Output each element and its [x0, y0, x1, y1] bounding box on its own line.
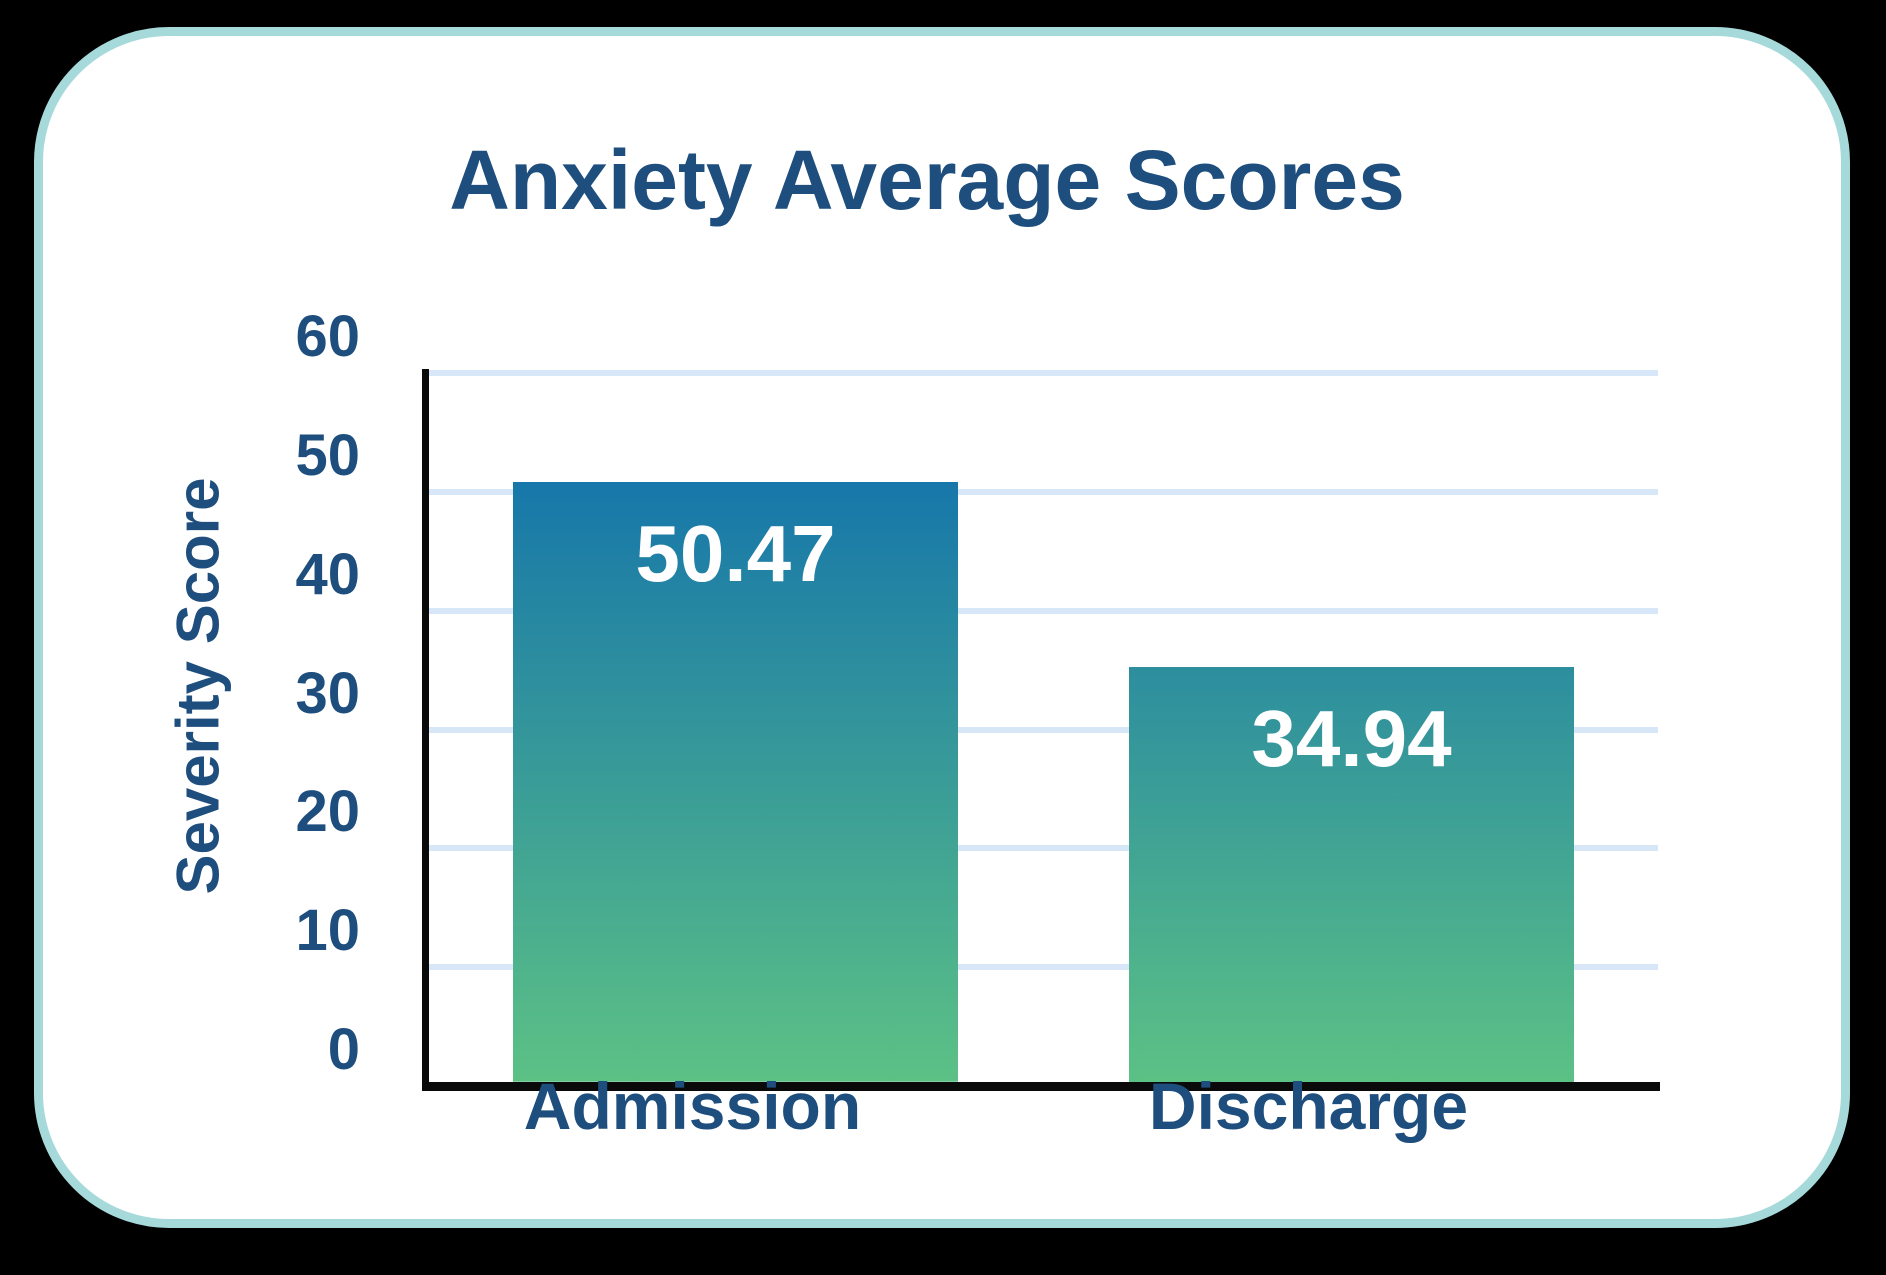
y-axis-line [422, 369, 429, 1091]
y-tick-label-50: 50 [295, 422, 360, 488]
gridline-60 [429, 370, 1658, 376]
y-tick-label-20: 20 [295, 779, 360, 845]
bar-admission: 50.47 [513, 482, 958, 1082]
gridline-40 [429, 607, 1658, 614]
chart-title: Anxiety Average Scores [449, 133, 1405, 227]
y-tick-label-0: 0 [327, 1017, 360, 1082]
gridline-30 [429, 726, 1658, 733]
y-tick-label-40: 40 [295, 541, 360, 607]
plot-area: 50.47 34.94 [422, 369, 1660, 1091]
gridline-20 [429, 845, 1658, 852]
y-tick-label-60: 60 [295, 304, 360, 369]
bar-discharge: 34.94 [1129, 666, 1574, 1082]
category-label-admission: Admission [523, 1069, 862, 1143]
gridline-10 [429, 964, 1658, 971]
y-tick-label-30: 30 [295, 660, 360, 726]
chart-card: Anxiety Average Scores Severity Score 50… [34, 27, 1850, 1228]
category-label-discharge: Discharge [1148, 1069, 1469, 1143]
x-axis-line [422, 1082, 1660, 1091]
bar-value-label-discharge: 34.94 [1251, 693, 1452, 783]
gridline-50 [429, 488, 1658, 495]
y-tick-label-10: 10 [295, 898, 360, 964]
bar-value-label-admission: 50.47 [635, 509, 836, 599]
